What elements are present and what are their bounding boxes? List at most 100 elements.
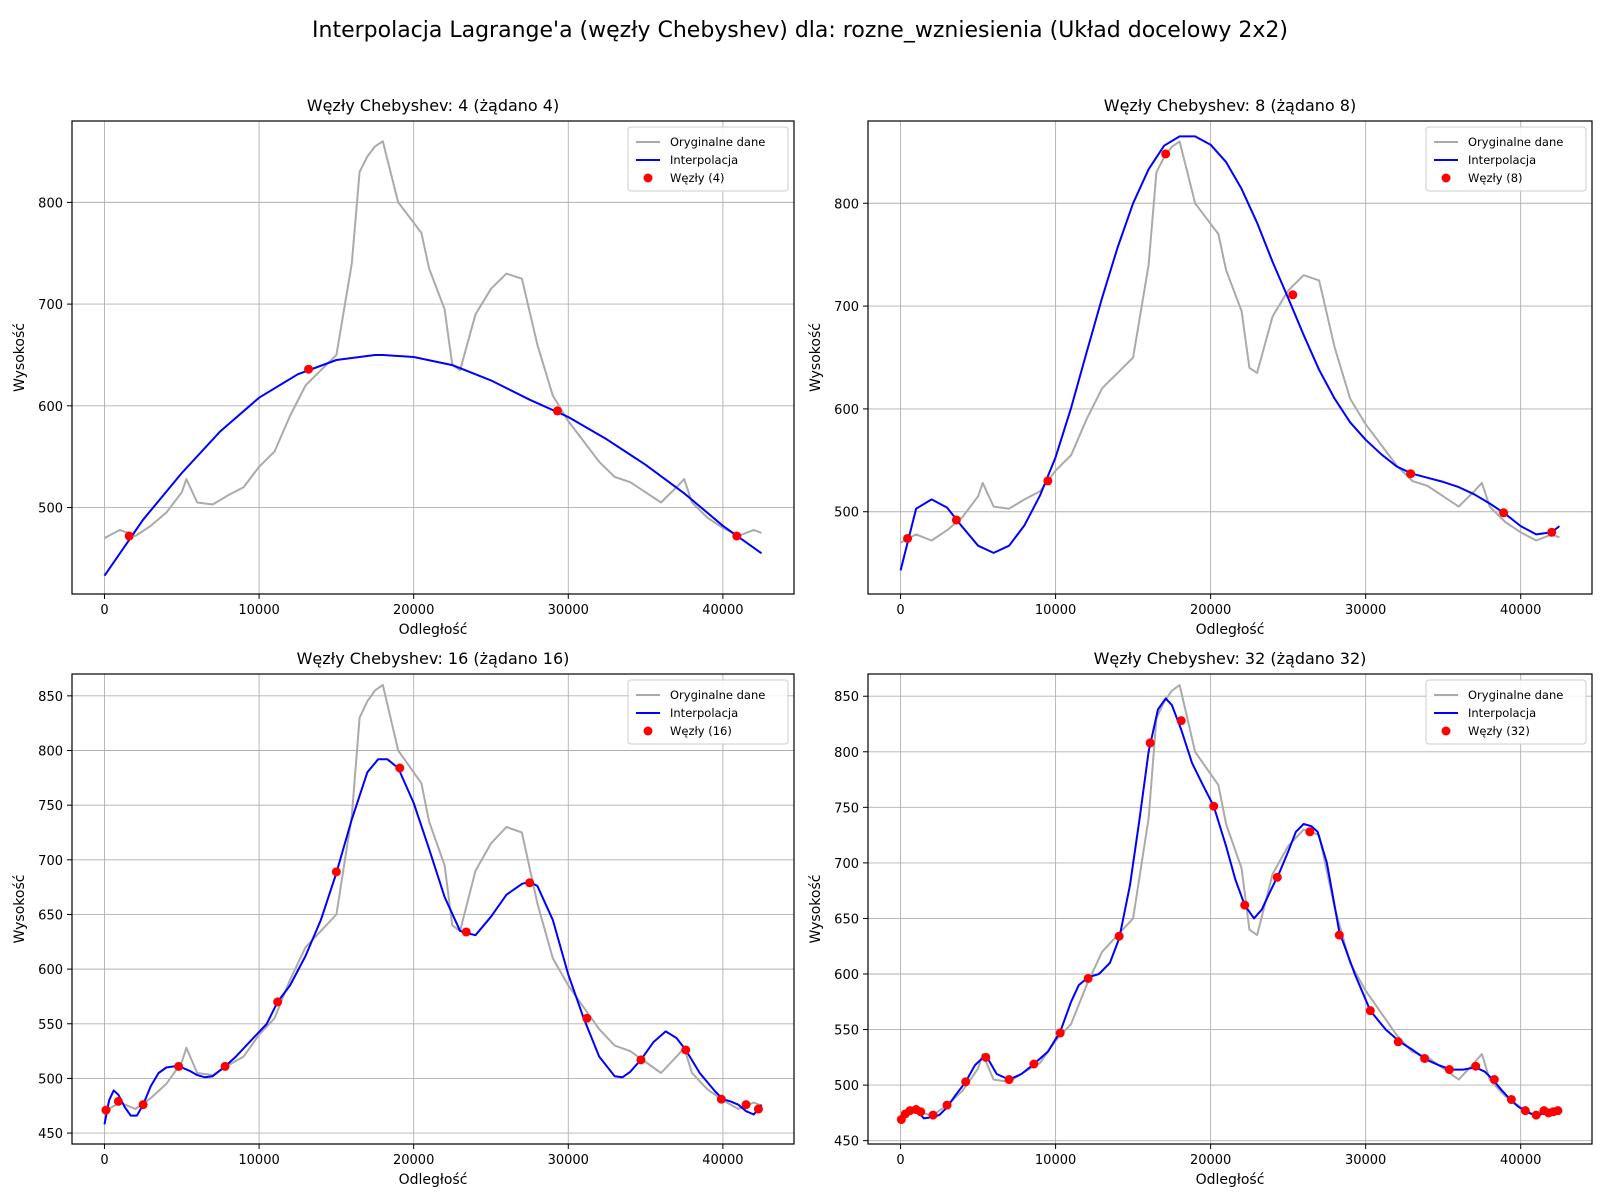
legend-nodes-swatch [643, 726, 653, 736]
legend-box [627, 679, 789, 745]
legend-entry-label: Węzły (32) [1468, 724, 1530, 738]
node-point [732, 531, 742, 541]
legend: Oryginalne dane Interpolacja Węzły (4) [627, 126, 789, 192]
node-point [681, 1045, 691, 1055]
node-point [981, 1052, 991, 1062]
chart-title: Węzły Chebyshev: 32 (żądano 32) [1094, 649, 1367, 668]
axes-frame [71, 120, 795, 595]
node-point [1145, 738, 1155, 748]
legend-entry-label: Interpolacja [1468, 706, 1536, 720]
node-point [1272, 872, 1282, 882]
node-point [753, 1104, 763, 1114]
y-tick-label: 500 [38, 502, 63, 517]
y-tick-label: 850 [38, 690, 63, 705]
y-tick-label: 600 [38, 963, 63, 978]
legend-entry-label: Oryginalne dane [1468, 135, 1563, 149]
node-point [1083, 973, 1093, 983]
y-tick-label: 500 [834, 506, 859, 521]
y-axis-label: Wysokość [808, 323, 824, 392]
axes-frame [867, 673, 1593, 1145]
node-point [273, 997, 283, 1007]
interpolation-line [103, 354, 763, 577]
y-tick-label: 800 [834, 746, 859, 761]
interpolation-line [899, 697, 1558, 1120]
node-point [1288, 290, 1298, 300]
x-tick-label: 20000 [393, 603, 434, 618]
y-axis-label: Wysokość [12, 323, 28, 392]
chart-title: Węzły Chebyshev: 4 (żądano 4) [307, 96, 559, 115]
node-point [951, 515, 961, 525]
y-tick-label: 700 [38, 854, 63, 869]
y-tick-label: 800 [38, 745, 63, 760]
x-tick-label: 10000 [1035, 1153, 1076, 1168]
y-tick-label: 500 [834, 1079, 859, 1094]
node-point [1499, 508, 1509, 518]
node-point [741, 1100, 751, 1110]
legend-box [1425, 126, 1587, 192]
node-point [1365, 1006, 1375, 1016]
x-tick-label: 30000 [1345, 1153, 1386, 1168]
x-tick-label: 30000 [548, 603, 589, 618]
node-point [1531, 1110, 1541, 1120]
y-tick-label: 800 [38, 196, 63, 211]
legend-entry-label: Oryginalne dane [1468, 688, 1563, 702]
x-tick-label: 30000 [1345, 603, 1386, 618]
node-point [1506, 1095, 1516, 1105]
node-point [1004, 1075, 1014, 1085]
node-point [331, 867, 341, 877]
node-point [1444, 1065, 1454, 1075]
node-point [1209, 801, 1219, 811]
node-point [1055, 1028, 1065, 1038]
x-axis-label: Odległość [1196, 622, 1265, 638]
chart-panel-1: 0 10000 20000 30000 40000 500 600 700 800 Węzły C… [12, 96, 795, 638]
x-axis-label: Odległość [1196, 1172, 1265, 1188]
y-tick-label: 600 [834, 403, 859, 418]
legend-entry-label: Oryginalne dane [670, 688, 765, 702]
interpolation-line [103, 758, 763, 1125]
x-tick-label: 10000 [1035, 603, 1076, 618]
y-tick-label: 600 [834, 968, 859, 983]
legend-entry-label: Interpolacja [1468, 153, 1536, 167]
node-point [124, 531, 134, 541]
y-tick-label: 650 [38, 908, 63, 923]
legend-entry-label: Węzły (4) [670, 171, 725, 185]
legend-box [1425, 679, 1587, 745]
x-tick-label: 30000 [548, 1153, 589, 1168]
node-point [1161, 149, 1171, 159]
chart-panel-3: 0 10000 20000 30000 40000 450 500 550 600 650 700 7… [12, 649, 795, 1188]
node-point [174, 1061, 184, 1071]
original-data-line [104, 683, 762, 1113]
interpolation-line [899, 135, 1561, 571]
node-point [1334, 930, 1344, 940]
x-tick-label: 0 [100, 603, 108, 618]
legend-entry-label: Interpolacja [670, 706, 738, 720]
x-tick-label: 20000 [1190, 603, 1231, 618]
x-tick-label: 10000 [238, 1153, 279, 1168]
node-point [903, 533, 913, 543]
chart-panel-2: 0 10000 20000 30000 40000 500 600 700 800 Węzły C… [808, 96, 1593, 638]
legend: Oryginalne dane Interpolacja Węzły (8) [1425, 126, 1587, 192]
x-tick-label: 20000 [393, 1153, 434, 1168]
axes-frame [867, 120, 1593, 595]
node-point [525, 878, 535, 888]
y-tick-label: 800 [834, 197, 859, 212]
chart-title: Węzły Chebyshev: 8 (żądano 8) [1104, 96, 1356, 115]
legend-box [627, 126, 789, 192]
legend-entry-label: Węzły (8) [1468, 171, 1523, 185]
legend-nodes-swatch [1441, 173, 1451, 183]
node-point [220, 1061, 230, 1071]
legend-nodes-swatch [643, 173, 653, 183]
node-point [942, 1100, 952, 1110]
node-point [1420, 1053, 1430, 1063]
x-tick-label: 40000 [1500, 1153, 1541, 1168]
x-tick-label: 40000 [1500, 603, 1541, 618]
legend: Oryginalne dane Interpolacja Węzły (16) [627, 679, 789, 745]
y-tick-label: 550 [834, 1024, 859, 1039]
x-tick-label: 40000 [702, 603, 743, 618]
node-point [716, 1094, 726, 1104]
y-tick-label: 650 [834, 912, 859, 927]
node-point [1176, 716, 1186, 726]
x-tick-label: 0 [100, 1153, 108, 1168]
node-point [1393, 1037, 1403, 1047]
